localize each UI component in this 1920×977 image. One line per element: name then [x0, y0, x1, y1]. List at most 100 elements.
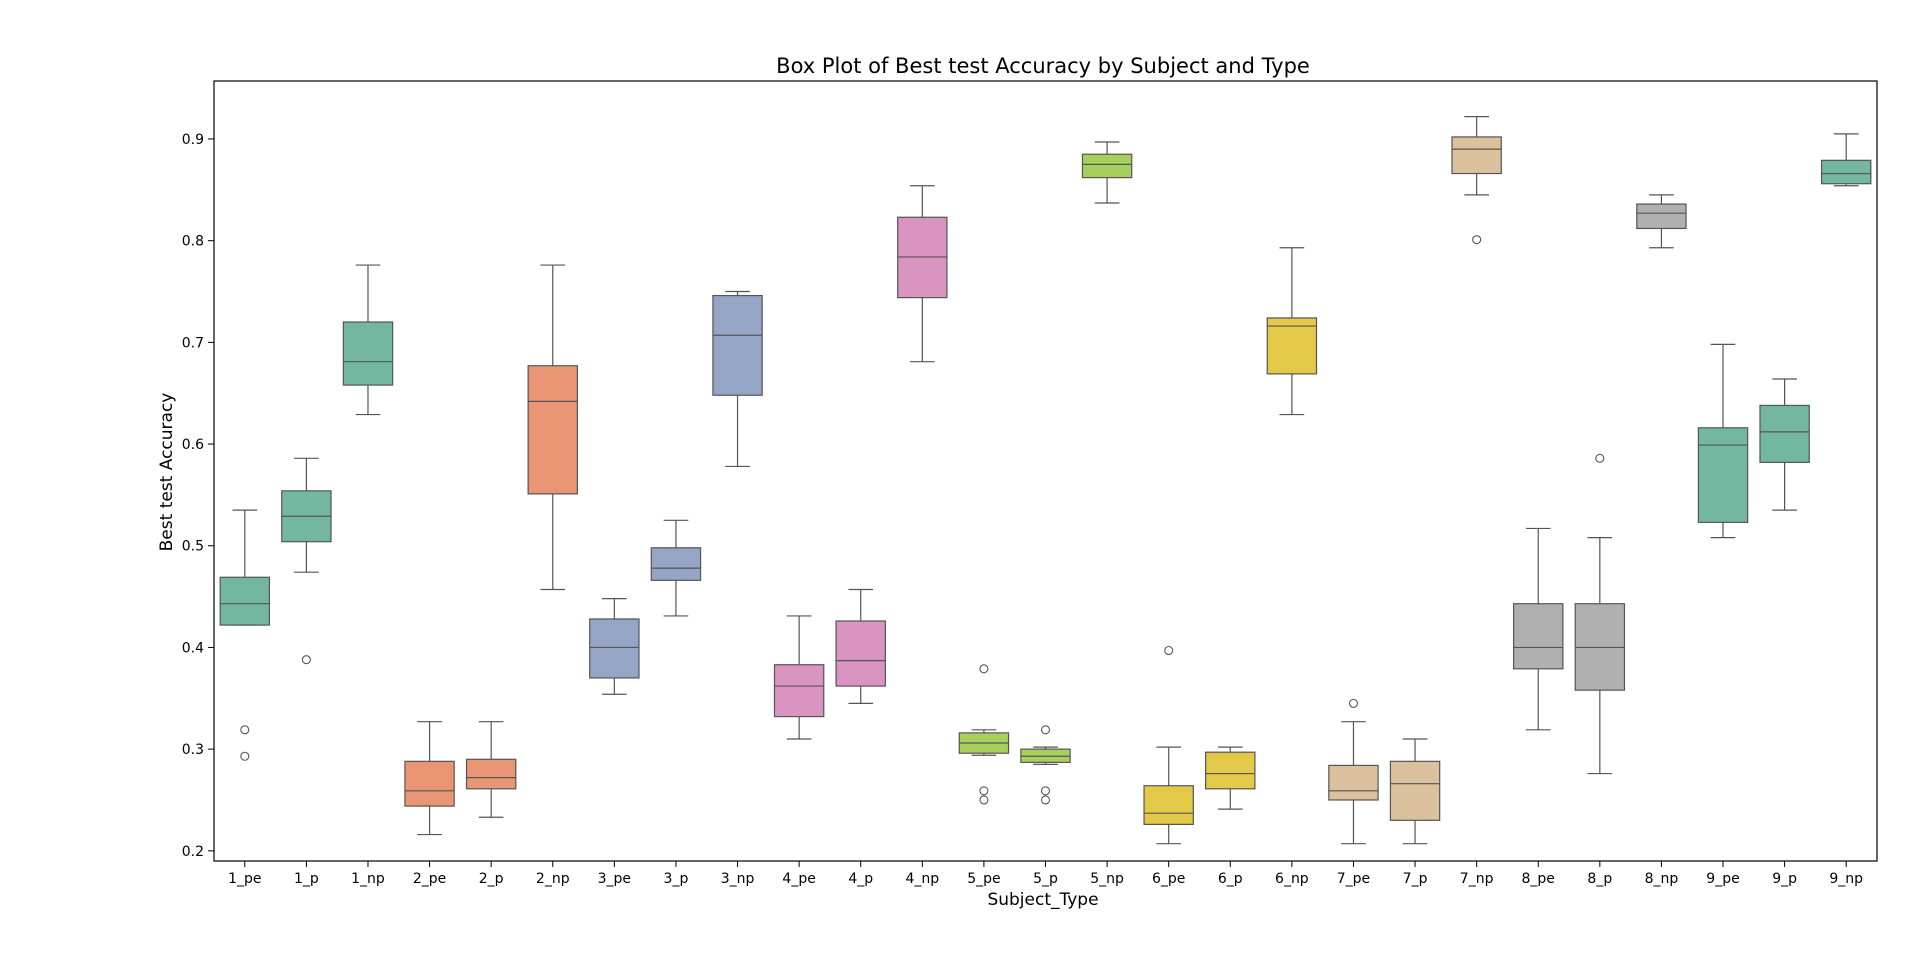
x-tick-label: 2_p [479, 871, 504, 887]
outlier-point [1164, 645, 1174, 656]
outlier-point [240, 751, 250, 761]
box-9_pe [1697, 343, 1749, 539]
y-axis-label: Best test Accuracy [157, 393, 177, 552]
box-body [342, 321, 394, 386]
x-tick-label: 2_pe [413, 871, 446, 887]
box-body [527, 365, 578, 495]
box-body [1759, 404, 1810, 463]
y-tick-label: 0.7 [182, 335, 204, 351]
box-3_pe [589, 598, 640, 695]
box-4_p [835, 588, 886, 704]
box-body [219, 576, 271, 626]
y-tick-label: 0.8 [182, 234, 204, 250]
x-tick-label: 6_np [1275, 871, 1309, 887]
x-tick-label: 1_np [351, 871, 385, 887]
box-4_pe [773, 615, 825, 740]
x-tick-label: 5_p [1033, 871, 1058, 887]
x-tick-label: 1_p [294, 871, 319, 887]
outlier-point [979, 664, 989, 674]
box-2_np [527, 264, 578, 591]
x-tick-label: 6_pe [1152, 871, 1185, 887]
box-9_p [1759, 378, 1810, 511]
y-tick-label: 0.4 [182, 640, 204, 656]
outlier-point [979, 786, 989, 796]
box-1_p [281, 457, 332, 665]
box-6_pe [1143, 645, 1194, 845]
box-7_pe [1328, 698, 1379, 845]
x-tick-label: 6_p [1218, 871, 1243, 887]
box-body [1081, 153, 1133, 179]
outlier-point [1040, 725, 1051, 735]
box-8_pe [1513, 527, 1564, 731]
x-tick-label: 1_pe [228, 871, 261, 887]
x-tick-label: 4_p [848, 871, 873, 887]
x-tick-label: 4_pe [782, 871, 815, 887]
box-body [1636, 203, 1687, 230]
outlier-point [979, 795, 989, 805]
box-body [1205, 751, 1256, 790]
box-body [465, 758, 517, 790]
box-6_np [1266, 247, 1318, 416]
x-tick-label: 7_np [1460, 871, 1494, 887]
x-tick-label: 8_p [1587, 871, 1612, 887]
box-9_np [1820, 133, 1872, 187]
x-axis-label: Subject_Type [987, 890, 1098, 910]
box-body [589, 618, 640, 679]
box-5_p [1020, 725, 1071, 805]
plot-frame [213, 80, 1878, 862]
box-body [404, 760, 455, 807]
y-tick-label: 0.2 [182, 844, 204, 860]
x-tick-label: 3_pe [598, 871, 631, 887]
box-4_np [897, 185, 948, 363]
box-body [1513, 603, 1564, 670]
plot-area [219, 115, 1872, 845]
outlier-point [240, 725, 250, 735]
x-tick-label: 9_p [1772, 871, 1797, 887]
x-tick-label: 3_np [721, 871, 755, 887]
box-body [1143, 785, 1194, 825]
box-body [650, 547, 702, 581]
box-3_np [712, 290, 763, 468]
y-tick-label: 0.9 [182, 132, 204, 148]
box-7_p [1389, 738, 1441, 845]
box-body [1451, 136, 1502, 175]
y-tick-label: 0.5 [182, 539, 204, 555]
box-8_np [1636, 194, 1687, 249]
box-body [1266, 317, 1318, 375]
x-tick-label: 9_np [1829, 871, 1863, 887]
box-body [712, 294, 763, 396]
box-7_np [1451, 115, 1502, 245]
x-tick-label: 7_pe [1337, 871, 1370, 887]
box-1_pe [219, 509, 271, 761]
x-tick-label: 3_p [664, 871, 689, 887]
box-5_pe [958, 664, 1010, 805]
box-8_p [1574, 453, 1626, 775]
x-tick-label: 9_pe [1706, 871, 1739, 887]
chart-title: Box Plot of Best test Accuracy by Subjec… [776, 54, 1310, 78]
box-5_np [1081, 141, 1133, 204]
x-tick-label: 2_np [536, 871, 570, 887]
x-tick-label: 5_pe [967, 871, 1000, 887]
outlier-point [1595, 453, 1605, 463]
box-body [1389, 760, 1441, 821]
box-body [773, 664, 825, 718]
x-tick-label: 8_pe [1522, 871, 1555, 887]
y-tick-label: 0.3 [182, 742, 204, 758]
x-tick-label: 4_np [905, 871, 939, 887]
outlier-point [301, 655, 311, 665]
x-tick-label: 7_p [1403, 871, 1428, 887]
box-2_p [465, 721, 517, 818]
box-body [835, 620, 886, 687]
outlier-point [1348, 698, 1359, 708]
box-3_p [650, 519, 702, 617]
y-tick-label: 0.6 [182, 437, 204, 453]
x-tick-label: 5_np [1090, 871, 1124, 887]
outlier-point [1040, 795, 1051, 805]
outlier-point [1040, 786, 1051, 796]
box-body [1697, 427, 1749, 523]
box-2_pe [404, 721, 455, 836]
box-body [1328, 764, 1379, 801]
box-body [1820, 159, 1872, 185]
box-1_np [342, 264, 394, 416]
